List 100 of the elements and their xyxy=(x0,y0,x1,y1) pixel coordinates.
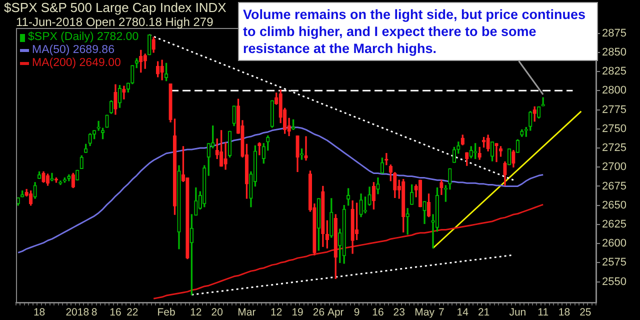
candlestick xyxy=(71,172,75,188)
x-tick-label: 22 xyxy=(126,306,138,319)
x-tick-label: 16 xyxy=(372,306,384,319)
annotation: Volume remains on the light side, but price continues to climb higher, and I expect there to be some resistance at the March highs. xyxy=(238,2,598,61)
candlestick xyxy=(177,165,181,250)
candlestick xyxy=(334,214,338,280)
candlestick xyxy=(206,143,210,176)
x-tick-label: 21 xyxy=(478,306,490,319)
candlestick xyxy=(20,190,24,198)
x-tick-label: 2018 xyxy=(66,306,90,319)
candlestick xyxy=(354,202,359,240)
candlestick xyxy=(232,106,236,126)
x-tick-label: Apr xyxy=(327,306,344,319)
candlestick xyxy=(460,134,464,146)
y-tick-label: 2550 xyxy=(602,276,626,288)
y-tick-label: 2725 xyxy=(602,142,626,154)
x-tick-label: 25 xyxy=(580,306,592,319)
x-tick-label: 16 xyxy=(110,306,122,319)
x-tick-label: 18 xyxy=(558,306,570,319)
candlestick xyxy=(164,62,168,82)
x-tick-label: Jun xyxy=(509,306,526,319)
candlestick xyxy=(376,177,380,194)
candlestick xyxy=(33,182,37,199)
y-tick-label: 2875 xyxy=(602,27,626,40)
candlestick xyxy=(46,174,50,186)
y-tick-label: 2575 xyxy=(602,256,626,269)
candlestick xyxy=(537,106,541,119)
candlestick xyxy=(109,100,114,114)
candlestick xyxy=(114,84,118,115)
candlestick xyxy=(67,174,71,182)
y-tick-label: 2675 xyxy=(602,180,626,192)
x-tick-label: 11 xyxy=(538,306,549,319)
x-tick-label: 8 xyxy=(91,306,98,319)
x-tick-label: 20 xyxy=(211,306,224,319)
x-tick-label: 23 xyxy=(393,306,406,319)
candlestick xyxy=(262,143,266,164)
candlestick xyxy=(321,186,325,247)
candlestick xyxy=(516,139,520,153)
candlestick xyxy=(126,82,130,93)
candlestick xyxy=(84,144,88,153)
candlestick xyxy=(160,60,164,80)
candlestick xyxy=(50,172,54,182)
legend-label: MA(50) 2689.86 xyxy=(32,44,114,57)
x-tick-label: 12 xyxy=(270,306,282,319)
candlestick xyxy=(186,177,190,260)
candlestick xyxy=(202,165,206,208)
y-tick-label: 2825 xyxy=(602,66,626,78)
candlestick xyxy=(528,110,532,131)
x-tick-label: Mar xyxy=(238,306,256,319)
chart-subtitle: 11-Jun-2018 Open 2780.18 High 279 xyxy=(16,15,214,29)
candlestick xyxy=(494,143,498,162)
x-tick-label: 18 xyxy=(33,306,46,319)
candlestick xyxy=(532,106,536,122)
y-tick-label: 2775 xyxy=(602,104,626,116)
candlestick xyxy=(478,146,482,160)
y-tick-label: 2600 xyxy=(602,238,626,250)
y-tick-label: 2800 xyxy=(602,84,626,97)
candlestick xyxy=(228,130,232,158)
candlestick xyxy=(96,120,100,131)
candlestick xyxy=(304,136,308,161)
chart-title: $SPX S&P 500 Large Cap Index INDX xyxy=(4,0,226,15)
x-tick-label: 9 xyxy=(354,306,360,319)
candlestick xyxy=(105,114,109,128)
candlestick xyxy=(37,171,42,179)
candlestick xyxy=(134,58,138,68)
candlestick xyxy=(384,153,388,166)
candlestick xyxy=(80,155,84,169)
candlestick xyxy=(316,198,321,251)
candlestick xyxy=(363,196,368,214)
candlestick xyxy=(524,127,528,137)
y-tick-label: 2700 xyxy=(602,161,626,174)
candlestick xyxy=(448,168,452,190)
candlestick xyxy=(359,194,363,218)
x-tick-label: 14 xyxy=(456,306,469,319)
candlestick xyxy=(194,187,198,216)
x-tick-label: 7 xyxy=(438,306,445,319)
candlestick xyxy=(486,134,490,152)
candlestick xyxy=(350,200,354,254)
candlestick xyxy=(503,161,507,186)
candlestick xyxy=(122,86,126,100)
candlestick xyxy=(422,201,426,224)
x-tick-label: Feb xyxy=(157,306,176,319)
y-tick-label: 2850 xyxy=(602,46,626,58)
candlestick xyxy=(368,186,372,206)
candlestick xyxy=(346,188,350,206)
y-tick-label: 2750 xyxy=(602,122,626,135)
candlestick xyxy=(224,142,228,170)
candlestick xyxy=(342,205,346,264)
candlestick xyxy=(426,194,431,218)
candlestick xyxy=(58,180,62,186)
candlestick xyxy=(168,83,172,122)
x-tick-label: 26 xyxy=(312,306,325,319)
legend-label: MA(200) 2649.00 xyxy=(32,57,121,70)
y-tick-label: 2650 xyxy=(602,199,626,212)
x-tick-label: 12 xyxy=(190,306,202,319)
candlestick xyxy=(512,150,516,168)
y-tick-label: 2625 xyxy=(602,218,626,230)
legend-label: $SPX (Daily) 2782.00 xyxy=(28,31,139,44)
candlestick xyxy=(296,135,300,172)
x-tick-label: May xyxy=(414,306,436,319)
